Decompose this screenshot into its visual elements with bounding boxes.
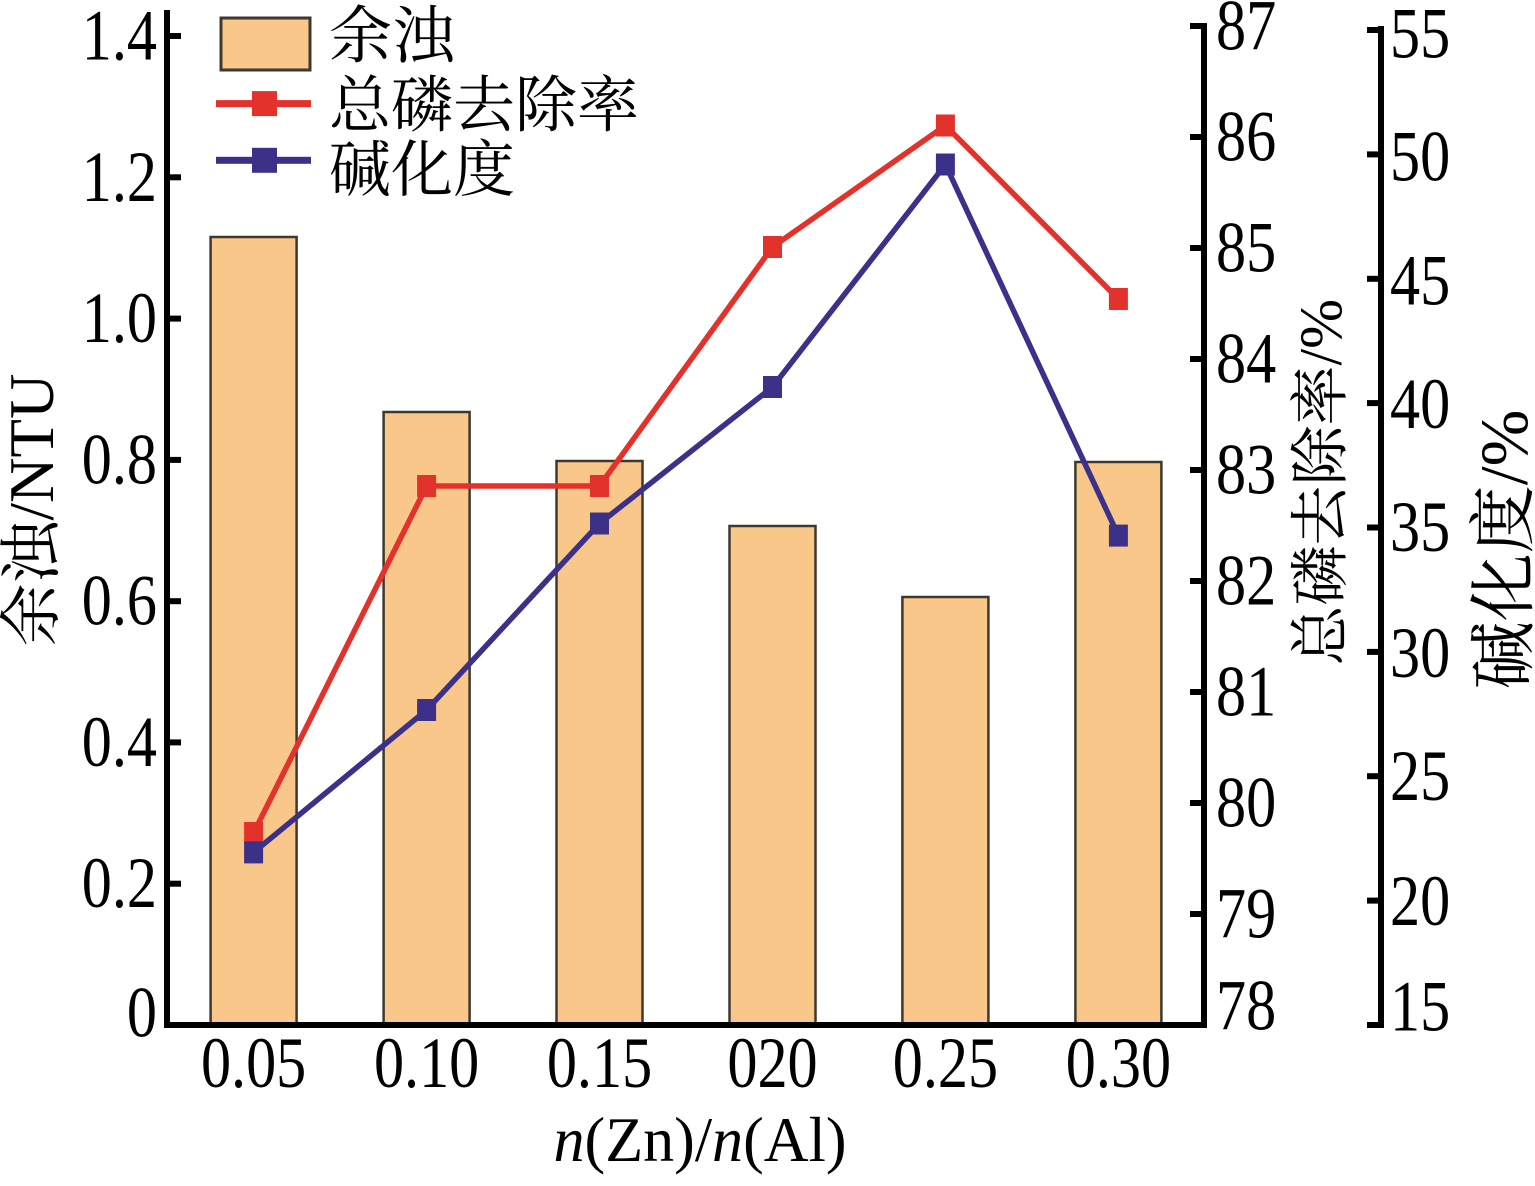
svg-text:0.4: 0.4	[82, 703, 157, 782]
svg-text:1.4: 1.4	[82, 0, 157, 76]
svg-text:30: 30	[1390, 614, 1450, 693]
svg-text:82: 82	[1216, 542, 1276, 621]
svg-text:0.15: 0.15	[547, 1024, 652, 1103]
svg-text:40: 40	[1390, 365, 1450, 444]
svg-text:84: 84	[1216, 320, 1276, 399]
svg-text:1.2: 1.2	[82, 138, 157, 217]
svg-text:0.25: 0.25	[893, 1024, 998, 1103]
svg-text:/%: /%	[1466, 410, 1535, 486]
svg-text:/NTU: /NTU	[0, 374, 67, 521]
svg-text:50: 50	[1390, 118, 1450, 197]
svg-text:86: 86	[1216, 98, 1276, 177]
svg-text:25: 25	[1390, 737, 1450, 816]
svg-text:83: 83	[1216, 431, 1276, 510]
svg-text:0: 0	[127, 974, 157, 1053]
svg-text:0.10: 0.10	[374, 1024, 479, 1103]
svg-text:0.30: 0.30	[1066, 1024, 1171, 1103]
svg-text:0.6: 0.6	[82, 562, 157, 641]
svg-text:n(Zn)/n(Al): n(Zn)/n(Al)	[554, 1104, 847, 1175]
svg-text:/%: /%	[1288, 299, 1354, 366]
svg-text:0.2: 0.2	[82, 844, 157, 923]
svg-text:55: 55	[1390, 0, 1450, 74]
svg-text:80: 80	[1216, 764, 1276, 843]
svg-text:15: 15	[1390, 968, 1450, 1047]
svg-text:020: 020	[727, 1024, 817, 1103]
svg-text:0.05: 0.05	[201, 1024, 306, 1103]
svg-text:78: 78	[1216, 967, 1276, 1046]
svg-text:35: 35	[1390, 488, 1450, 567]
svg-text:85: 85	[1216, 209, 1276, 288]
svg-text:87: 87	[1216, 0, 1276, 66]
svg-text:45: 45	[1390, 242, 1450, 321]
svg-text:20: 20	[1390, 862, 1450, 941]
svg-text:81: 81	[1216, 653, 1276, 732]
svg-text:1.0: 1.0	[82, 279, 157, 358]
svg-text:0.8: 0.8	[82, 420, 157, 499]
svg-text:79: 79	[1216, 875, 1276, 954]
